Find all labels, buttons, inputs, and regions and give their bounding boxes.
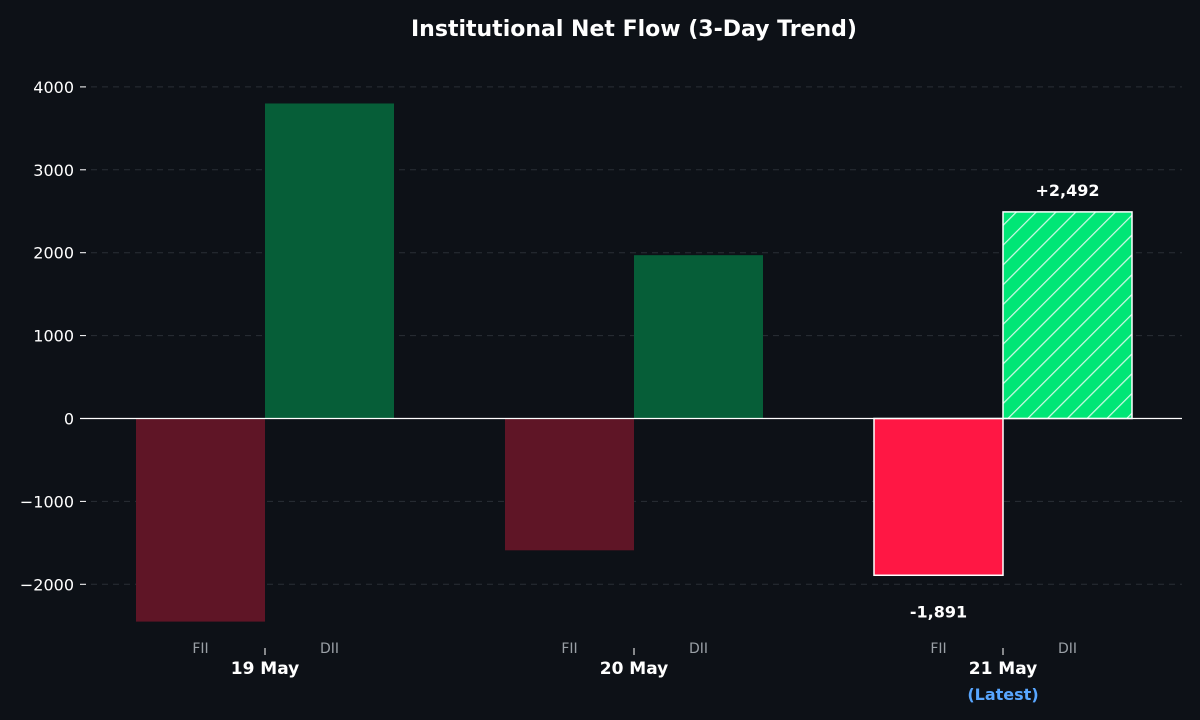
dii-sublabel: DII	[689, 641, 708, 657]
y-tick-label: 1000	[33, 327, 74, 346]
dii-bar	[265, 103, 394, 419]
dii-latest-value-label: +2,492	[1035, 181, 1099, 200]
y-tick-label: 0	[64, 410, 74, 429]
y-tick-label: 2000	[33, 244, 74, 263]
chart-title: Institutional Net Flow (3-Day Trend)	[411, 17, 857, 42]
fii-sublabel: FII	[930, 641, 946, 657]
date-label: 19 May	[231, 659, 300, 679]
dii-bar-hatch	[1003, 211, 1132, 419]
y-tick-label: 3000	[33, 161, 74, 180]
fii-sublabel: FII	[561, 641, 577, 657]
fii-sublabel: FII	[192, 641, 208, 657]
y-tick-label: 4000	[33, 78, 74, 97]
dii-sublabel: DII	[320, 641, 339, 657]
dii-sublabel: DII	[1058, 641, 1077, 657]
y-tick-label: −1000	[20, 492, 74, 511]
dii-bar	[634, 255, 763, 419]
y-tick-label: −2000	[20, 575, 74, 594]
fii-latest-value-label: -1,891	[910, 602, 967, 621]
date-label: 20 May	[600, 659, 669, 679]
date-label: 21 May	[969, 659, 1038, 679]
fii-bar	[873, 417, 1004, 577]
fii-bar	[136, 418, 265, 622]
latest-note: (Latest)	[967, 685, 1038, 704]
fii-bar	[505, 418, 634, 551]
